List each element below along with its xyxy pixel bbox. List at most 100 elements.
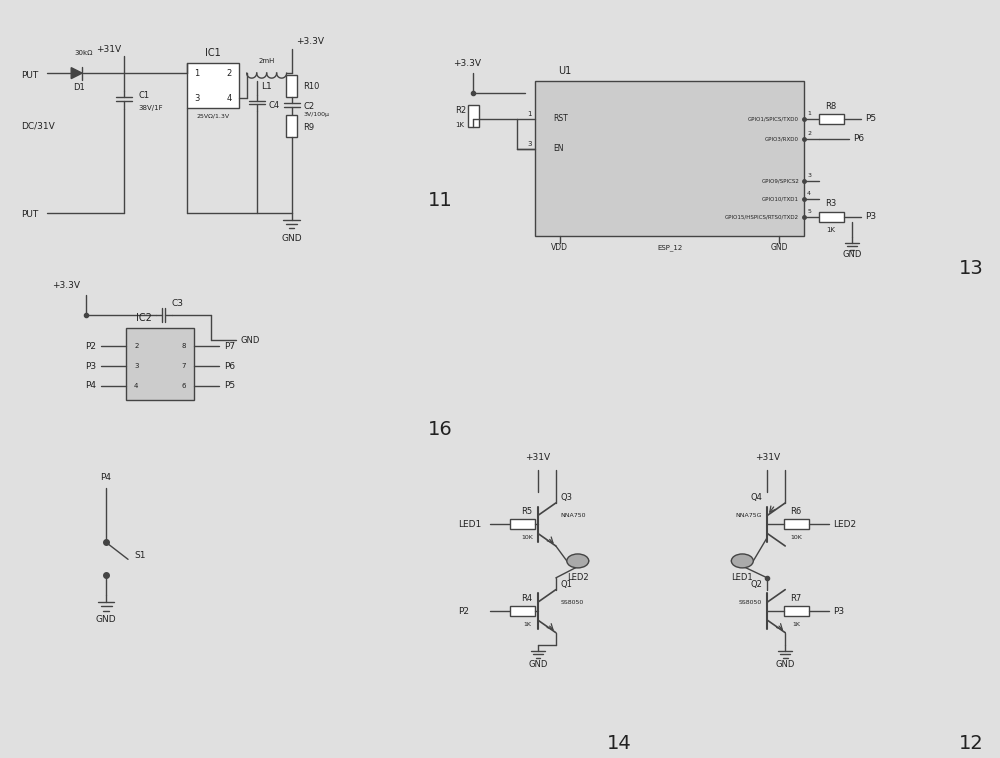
Text: P6: P6 xyxy=(224,362,235,371)
Text: Q4: Q4 xyxy=(750,493,762,503)
Bar xyxy=(535,81,804,236)
Text: S1: S1 xyxy=(134,551,146,560)
Bar xyxy=(784,606,809,616)
Text: PUT: PUT xyxy=(21,210,39,219)
Text: GPIO9/SPICS2: GPIO9/SPICS2 xyxy=(761,178,799,183)
Text: DC/31V: DC/31V xyxy=(21,121,55,130)
Text: 3: 3 xyxy=(527,141,532,147)
Text: GPIO10/TXD1: GPIO10/TXD1 xyxy=(762,196,799,201)
Text: C4: C4 xyxy=(269,101,280,109)
Text: 6: 6 xyxy=(181,383,186,389)
Bar xyxy=(510,519,535,529)
Text: R2: R2 xyxy=(455,106,466,115)
Text: D1: D1 xyxy=(73,83,85,92)
Text: P3: P3 xyxy=(85,362,96,371)
Text: EN: EN xyxy=(553,144,563,153)
Bar xyxy=(468,105,479,127)
Text: 16: 16 xyxy=(428,421,453,440)
Text: 1: 1 xyxy=(194,69,199,77)
Text: 1: 1 xyxy=(527,111,532,117)
Text: 2mH: 2mH xyxy=(258,58,275,64)
Text: +3.3V: +3.3V xyxy=(297,36,325,45)
Text: IC1: IC1 xyxy=(205,49,221,58)
Text: 1K: 1K xyxy=(792,622,800,627)
Text: LED2: LED2 xyxy=(567,573,589,582)
Text: GND: GND xyxy=(96,615,116,624)
Text: 12: 12 xyxy=(959,735,984,753)
Text: LED1: LED1 xyxy=(732,573,753,582)
Text: R10: R10 xyxy=(304,82,320,90)
Text: P4: P4 xyxy=(85,381,96,390)
Text: C1: C1 xyxy=(138,90,149,99)
Text: P2: P2 xyxy=(458,606,469,615)
Text: 2: 2 xyxy=(134,343,138,349)
Text: 1K: 1K xyxy=(455,122,464,128)
Text: +3.3V: +3.3V xyxy=(453,58,481,67)
Text: +31V: +31V xyxy=(525,453,550,462)
Text: ESP_12: ESP_12 xyxy=(657,244,682,251)
Text: 2: 2 xyxy=(226,69,231,77)
Text: 7: 7 xyxy=(181,363,186,369)
Text: SS8050: SS8050 xyxy=(561,600,584,605)
Text: NNA75G: NNA75G xyxy=(736,513,762,518)
Text: 25VΩ/1.3V: 25VΩ/1.3V xyxy=(196,114,229,118)
Text: 11: 11 xyxy=(428,191,453,210)
Ellipse shape xyxy=(731,554,753,568)
Ellipse shape xyxy=(567,554,589,568)
Bar xyxy=(126,328,194,400)
Text: R4: R4 xyxy=(521,594,532,603)
Text: P7: P7 xyxy=(224,342,235,351)
Bar xyxy=(784,519,809,529)
Text: LED2: LED2 xyxy=(833,520,856,529)
Text: GPIO3/RXD0: GPIO3/RXD0 xyxy=(765,136,799,142)
Polygon shape xyxy=(71,67,82,79)
Bar xyxy=(819,114,844,124)
Text: 8: 8 xyxy=(181,343,186,349)
Text: GND: GND xyxy=(281,234,302,243)
Text: GND: GND xyxy=(528,660,548,669)
Text: R3: R3 xyxy=(825,199,837,208)
Bar xyxy=(286,115,297,137)
Text: 4: 4 xyxy=(134,383,138,389)
Text: 3: 3 xyxy=(807,174,811,178)
Text: P3: P3 xyxy=(833,606,844,615)
Text: GND: GND xyxy=(241,336,260,345)
Bar xyxy=(819,211,844,221)
Text: 3: 3 xyxy=(134,363,139,369)
Text: L1: L1 xyxy=(261,82,272,90)
Text: GPIO15/HSPICS/RTS0/TXD2: GPIO15/HSPICS/RTS0/TXD2 xyxy=(725,214,799,219)
Text: VDD: VDD xyxy=(551,243,568,252)
Text: 5: 5 xyxy=(807,209,811,214)
Text: R9: R9 xyxy=(304,124,315,133)
Text: Q1: Q1 xyxy=(561,580,573,589)
Text: 3: 3 xyxy=(194,93,200,102)
Text: Q2: Q2 xyxy=(750,580,762,589)
Text: 2: 2 xyxy=(807,131,811,136)
Text: P3: P3 xyxy=(865,212,876,221)
Text: GND: GND xyxy=(842,250,862,259)
Text: GND: GND xyxy=(770,243,788,252)
Text: U1: U1 xyxy=(558,66,571,76)
Text: C3: C3 xyxy=(172,299,184,308)
Text: GPIO1/SPICS/TXD0: GPIO1/SPICS/TXD0 xyxy=(748,117,799,121)
Text: P5: P5 xyxy=(865,114,876,124)
Text: NNA750: NNA750 xyxy=(561,513,586,518)
Text: +31V: +31V xyxy=(97,45,122,54)
Text: R6: R6 xyxy=(791,507,802,516)
Text: LED1: LED1 xyxy=(458,520,481,529)
Text: 30kΩ: 30kΩ xyxy=(75,50,93,56)
Text: 1: 1 xyxy=(807,111,811,117)
Text: R8: R8 xyxy=(825,102,837,111)
Text: 1K: 1K xyxy=(827,227,836,233)
Text: SS8050: SS8050 xyxy=(739,600,762,605)
Text: 38V/1F: 38V/1F xyxy=(138,105,163,111)
Text: +3.3V: +3.3V xyxy=(52,281,80,290)
Text: R5: R5 xyxy=(521,507,532,516)
Text: 1K: 1K xyxy=(523,622,531,627)
Text: 13: 13 xyxy=(959,259,984,278)
Text: Q3: Q3 xyxy=(561,493,573,503)
Text: PUT: PUT xyxy=(21,70,39,80)
Text: 4: 4 xyxy=(807,191,811,196)
Text: P4: P4 xyxy=(101,473,112,482)
Bar xyxy=(510,606,535,616)
